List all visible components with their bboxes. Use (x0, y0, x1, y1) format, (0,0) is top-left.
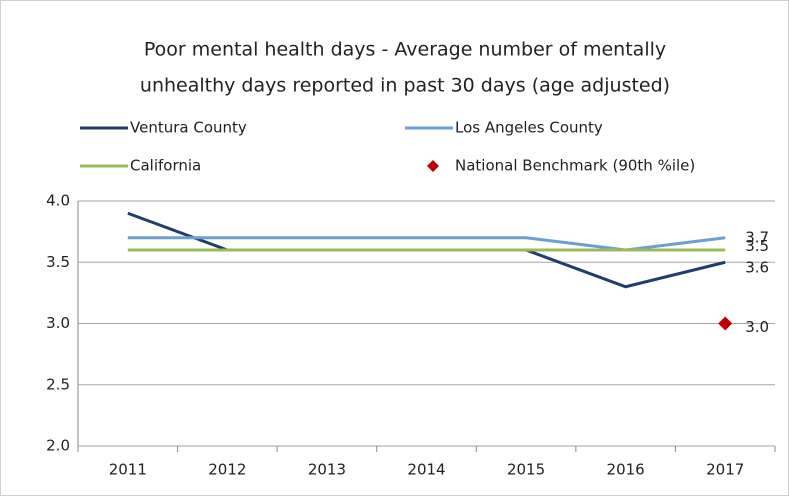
data-label: 3.5 (745, 237, 769, 255)
x-tick-label: 2016 (607, 461, 645, 479)
x-tick-label: 2012 (208, 461, 246, 479)
x-tick-label: 2011 (109, 461, 147, 479)
legend-label: California (130, 157, 201, 175)
data-label: 3.7 (745, 228, 769, 246)
legend-marker (427, 160, 439, 172)
y-tick-label: 2.0 (46, 437, 70, 455)
x-tick-label: 2015 (507, 461, 545, 479)
y-tick-label: 3.0 (46, 314, 70, 332)
chart-title: unhealthy days reported in past 30 days … (140, 75, 670, 97)
data-label: 3.0 (745, 318, 769, 336)
x-tick-label: 2013 (308, 461, 346, 479)
y-tick-label: 3.5 (46, 253, 70, 271)
legend-label: Ventura County (130, 119, 247, 137)
y-tick-label: 2.5 (46, 375, 70, 393)
legend-label: National Benchmark (90th %ile) (455, 157, 695, 175)
data-label: 3.6 (745, 259, 769, 277)
y-tick-label: 4.0 (46, 192, 70, 210)
x-tick-label: 2017 (706, 461, 744, 479)
chart-title: Poor mental health days - Average number… (144, 39, 666, 61)
x-tick-label: 2014 (407, 461, 445, 479)
legend-label: Los Angeles County (455, 119, 603, 137)
marker (718, 316, 733, 331)
